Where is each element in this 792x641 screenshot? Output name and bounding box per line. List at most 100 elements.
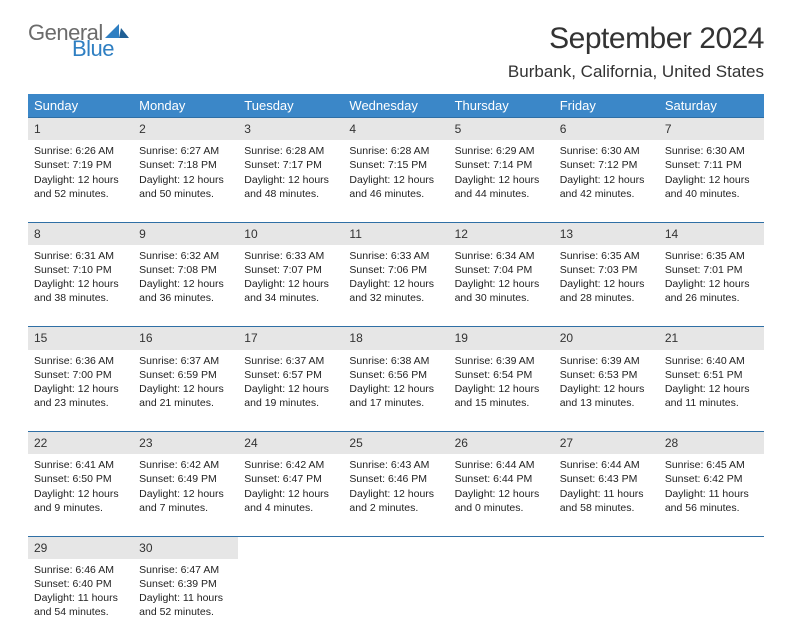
sunset-line: Sunset: 6:54 PM [455, 368, 548, 382]
daylight-line: Daylight: 11 hours and 54 minutes. [34, 591, 127, 619]
weekday-sunday: Sunday [28, 94, 133, 118]
daylight-line: Daylight: 12 hours and 44 minutes. [455, 173, 548, 201]
sunrise-line: Sunrise: 6:37 AM [139, 354, 232, 368]
sunset-line: Sunset: 7:19 PM [34, 158, 127, 172]
sunrise-line: Sunrise: 6:39 AM [560, 354, 653, 368]
day-detail-cell: Sunrise: 6:37 AMSunset: 6:57 PMDaylight:… [238, 350, 343, 432]
day-detail-cell: Sunrise: 6:39 AMSunset: 6:53 PMDaylight:… [554, 350, 659, 432]
daylight-line: Daylight: 12 hours and 32 minutes. [349, 277, 442, 305]
day-number-cell: 3 [238, 118, 343, 141]
daylight-line: Daylight: 12 hours and 7 minutes. [139, 487, 232, 515]
day-number-cell: 9 [133, 222, 238, 245]
daylight-line: Daylight: 11 hours and 56 minutes. [665, 487, 758, 515]
sunrise-line: Sunrise: 6:39 AM [455, 354, 548, 368]
sunrise-line: Sunrise: 6:30 AM [665, 144, 758, 158]
daylight-line: Daylight: 12 hours and 48 minutes. [244, 173, 337, 201]
day-number-cell: 25 [343, 432, 448, 455]
sunset-line: Sunset: 6:43 PM [560, 472, 653, 486]
daylight-line: Daylight: 12 hours and 38 minutes. [34, 277, 127, 305]
day-detail-cell: Sunrise: 6:38 AMSunset: 6:56 PMDaylight:… [343, 350, 448, 432]
daylight-line: Daylight: 12 hours and 23 minutes. [34, 382, 127, 410]
sunrise-line: Sunrise: 6:42 AM [244, 458, 337, 472]
day-number-cell: 13 [554, 222, 659, 245]
detail-row: Sunrise: 6:31 AMSunset: 7:10 PMDaylight:… [28, 245, 764, 327]
daylight-line: Daylight: 12 hours and 50 minutes. [139, 173, 232, 201]
sunrise-line: Sunrise: 6:31 AM [34, 249, 127, 263]
day-number-cell: 27 [554, 432, 659, 455]
weekday-thursday: Thursday [449, 94, 554, 118]
sunrise-line: Sunrise: 6:29 AM [455, 144, 548, 158]
daylight-line: Daylight: 12 hours and 30 minutes. [455, 277, 548, 305]
day-number-cell: 22 [28, 432, 133, 455]
sunset-line: Sunset: 7:06 PM [349, 263, 442, 277]
daynum-row: 891011121314 [28, 222, 764, 245]
day-detail-cell [659, 559, 764, 641]
day-detail-cell: Sunrise: 6:28 AMSunset: 7:17 PMDaylight:… [238, 140, 343, 222]
sunset-line: Sunset: 6:53 PM [560, 368, 653, 382]
sunrise-line: Sunrise: 6:30 AM [560, 144, 653, 158]
day-detail-cell: Sunrise: 6:31 AMSunset: 7:10 PMDaylight:… [28, 245, 133, 327]
day-number-cell: 20 [554, 327, 659, 350]
sunset-line: Sunset: 7:14 PM [455, 158, 548, 172]
daylight-line: Daylight: 12 hours and 21 minutes. [139, 382, 232, 410]
day-detail-cell: Sunrise: 6:43 AMSunset: 6:46 PMDaylight:… [343, 454, 448, 536]
daylight-line: Daylight: 12 hours and 0 minutes. [455, 487, 548, 515]
daynum-row: 15161718192021 [28, 327, 764, 350]
day-detail-cell: Sunrise: 6:32 AMSunset: 7:08 PMDaylight:… [133, 245, 238, 327]
calendar-body: 1234567 Sunrise: 6:26 AMSunset: 7:19 PM Da… [28, 118, 764, 641]
detail-row: Sunrise: 6:46 AMSunset: 6:40 PMDaylight:… [28, 559, 764, 641]
sunset-line: Sunset: 7:17 PM [244, 158, 337, 172]
day-detail-cell: Sunrise: 6:35 AMSunset: 7:03 PMDaylight:… [554, 245, 659, 327]
sunrise-line: Sunrise: 6:34 AM [455, 249, 548, 263]
sunset-line: Sunset: 6:46 PM [349, 472, 442, 486]
sunset-line: Sunset: 7:04 PM [455, 263, 548, 277]
day-detail-cell: Sunrise: 6:35 AMSunset: 7:01 PMDaylight:… [659, 245, 764, 327]
day-detail-cell: Sunrise: 6:41 AMSunset: 6:50 PMDaylight:… [28, 454, 133, 536]
sunrise-line: Sunrise: 6:33 AM [349, 249, 442, 263]
sunset-line: Sunset: 7:15 PM [349, 158, 442, 172]
day-number-cell: 19 [449, 327, 554, 350]
daylight-line: Daylight: 12 hours and 36 minutes. [139, 277, 232, 305]
sunrise-line: Sunrise: 6:26 AM [34, 144, 127, 158]
sunrise-line: Sunrise: 6:42 AM [139, 458, 232, 472]
day-number-cell [659, 536, 764, 559]
sunset-line: Sunset: 7:18 PM [139, 158, 232, 172]
sunset-line: Sunset: 7:12 PM [560, 158, 653, 172]
daylight-line: Daylight: 12 hours and 34 minutes. [244, 277, 337, 305]
daylight-line: Daylight: 12 hours and 15 minutes. [455, 382, 548, 410]
day-detail-cell: Sunrise: 6:37 AMSunset: 6:59 PMDaylight:… [133, 350, 238, 432]
daylight-line: Daylight: 12 hours and 13 minutes. [560, 382, 653, 410]
sunset-line: Sunset: 7:01 PM [665, 263, 758, 277]
day-number-cell [449, 536, 554, 559]
sunrise-line: Sunrise: 6:33 AM [244, 249, 337, 263]
daylight-line: Daylight: 12 hours and 28 minutes. [560, 277, 653, 305]
detail-row: Sunrise: 6:36 AMSunset: 7:00 PMDaylight:… [28, 350, 764, 432]
weekday-monday: Monday [133, 94, 238, 118]
title-block: September 2024 Burbank, California, Unit… [508, 22, 764, 82]
sunrise-line: Sunrise: 6:47 AM [139, 563, 232, 577]
sunset-line: Sunset: 6:51 PM [665, 368, 758, 382]
day-detail-cell [554, 559, 659, 641]
day-number-cell [554, 536, 659, 559]
daynum-row: 1234567 [28, 118, 764, 141]
sunset-line: Sunset: 6:40 PM [34, 577, 127, 591]
sunset-line: Sunset: 7:03 PM [560, 263, 653, 277]
weekday-wednesday: Wednesday [343, 94, 448, 118]
day-number-cell: 8 [28, 222, 133, 245]
sunrise-line: Sunrise: 6:45 AM [665, 458, 758, 472]
sunset-line: Sunset: 6:42 PM [665, 472, 758, 486]
day-detail-cell: Sunrise: 6:39 AMSunset: 6:54 PMDaylight:… [449, 350, 554, 432]
day-number-cell: 15 [28, 327, 133, 350]
day-number-cell: 21 [659, 327, 764, 350]
day-number-cell: 14 [659, 222, 764, 245]
day-number-cell: 23 [133, 432, 238, 455]
sunrise-line: Sunrise: 6:36 AM [34, 354, 127, 368]
calendar-table: Sunday Monday Tuesday Wednesday Thursday… [28, 94, 764, 641]
daylight-line: Daylight: 12 hours and 9 minutes. [34, 487, 127, 515]
sunset-line: Sunset: 6:59 PM [139, 368, 232, 382]
daylight-line: Daylight: 12 hours and 42 minutes. [560, 173, 653, 201]
day-number-cell: 7 [659, 118, 764, 141]
sunrise-line: Sunrise: 6:44 AM [560, 458, 653, 472]
sunset-line: Sunset: 6:56 PM [349, 368, 442, 382]
sunrise-line: Sunrise: 6:40 AM [665, 354, 758, 368]
